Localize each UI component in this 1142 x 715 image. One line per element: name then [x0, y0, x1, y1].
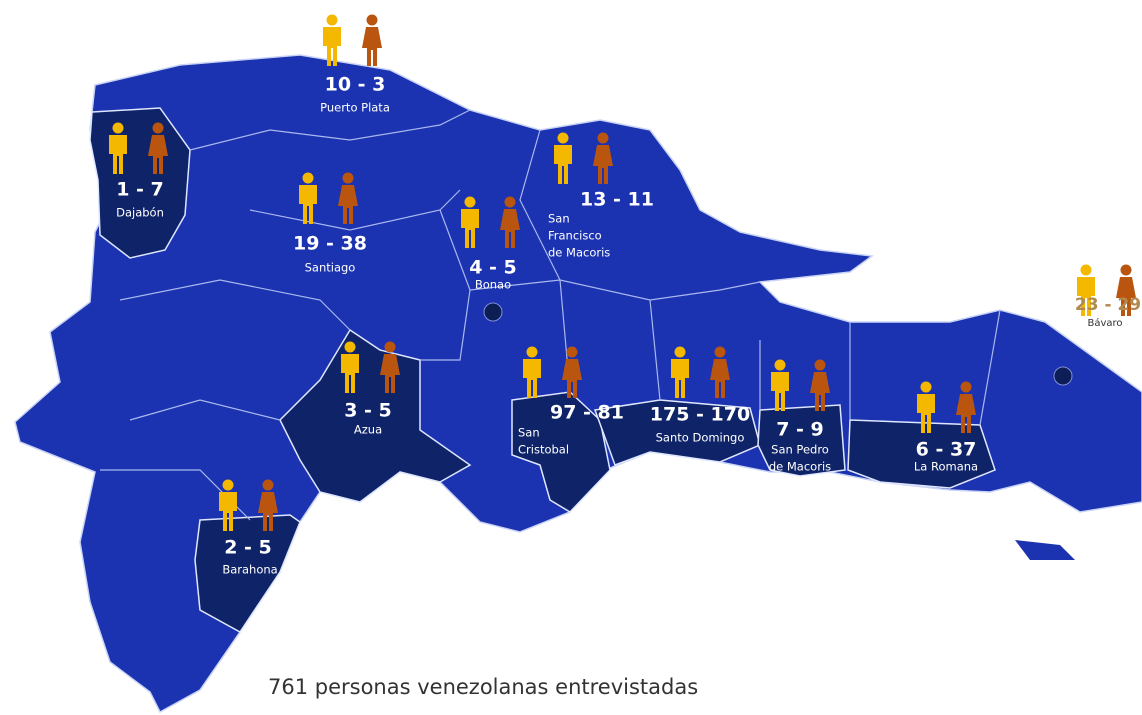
region-label: 7 - 9 San Pedro de Macoris [769, 359, 831, 474]
region-counts: 1 - 7 [116, 179, 164, 201]
island [14, 54, 1142, 714]
region-counts: 7 - 9 [776, 419, 824, 441]
region-counts: 10 - 3 [325, 74, 386, 96]
region-name: Azua [354, 423, 382, 437]
region-label: 1 - 7 Dajabón [109, 122, 168, 220]
region-name: Barahona [222, 563, 277, 577]
region-counts: 175 - 170 [650, 404, 750, 426]
region-name: Santo Domingo [656, 431, 745, 445]
region-counts: 13 - 11 [580, 189, 654, 211]
total-caption: 761 personas venezolanas entrevistadas [268, 675, 698, 699]
region-name: Bávaro [1087, 317, 1122, 329]
region-counts: 6 - 37 [916, 439, 977, 461]
region-label: 13 - 11 San Francisco de Macoris [548, 132, 654, 260]
man-icon [323, 14, 341, 66]
region-counts: 3 - 5 [344, 400, 392, 422]
region-counts: 19 - 38 [293, 233, 367, 255]
woman-icon [362, 14, 382, 66]
region-label: 97 - 81 San Cristobal [518, 346, 624, 457]
region-name: de Macoris [548, 246, 610, 260]
region-label: 19 - 38 Santiago [293, 172, 367, 275]
region-name: de Macoris [769, 460, 831, 474]
region-name: San [548, 212, 570, 226]
region-name: La Romana [914, 460, 978, 474]
region-name: San [518, 426, 540, 440]
region-name: Francisco [548, 229, 602, 243]
region-label: 23 - 29 Bávaro [1075, 264, 1141, 329]
region-name: Puerto Plata [320, 101, 390, 115]
region-label: 175 - 170 Santo Domingo [650, 346, 750, 445]
region-name: Bonao [475, 278, 511, 292]
region-label: 2 - 5 Barahona [219, 479, 278, 577]
region-counts: 2 - 5 [224, 537, 272, 559]
region-name: San Pedro [771, 443, 829, 457]
region-counts: 23 - 29 [1075, 295, 1141, 315]
region-name: Cristobal [518, 443, 569, 457]
region-counts: 4 - 5 [469, 257, 517, 279]
region-name: Santiago [305, 261, 356, 275]
region-label: 10 - 3 Puerto Plata [320, 14, 390, 115]
region-name: Dajabón [116, 206, 164, 220]
region-counts: 97 - 81 [550, 402, 624, 424]
